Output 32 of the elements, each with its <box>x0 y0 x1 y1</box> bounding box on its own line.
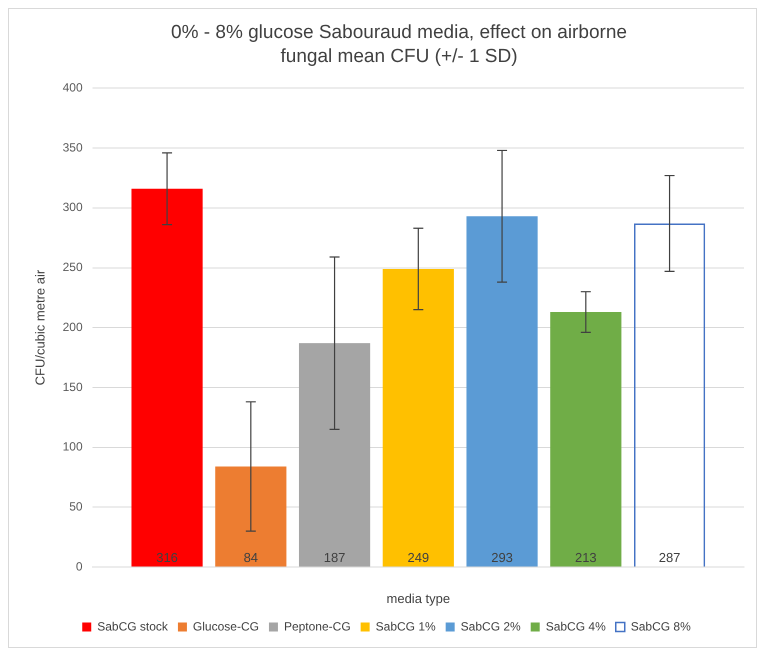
y-tick-label: 350 <box>62 140 83 154</box>
bar <box>382 268 454 566</box>
data-label: 316 <box>156 550 178 566</box>
legend-label: SabCG 4% <box>546 619 606 634</box>
bar <box>550 312 622 566</box>
data-label: 187 <box>324 550 346 566</box>
chart-title: 0% - 8% glucose Sabouraud media, effect on airborne fungal mean CFU (+/- 1 SD) <box>170 21 628 69</box>
y-tick-label: 50 <box>69 499 83 514</box>
bar <box>131 188 203 566</box>
data-label: 213 <box>574 550 597 566</box>
y-tick-label: 300 <box>62 200 83 214</box>
data-label: 287 <box>658 550 680 566</box>
data-label: 293 <box>491 550 513 566</box>
bar <box>298 343 370 566</box>
legend-label: SabCG stock <box>97 619 169 634</box>
y-axis-title: CFU/cubic metre air <box>32 269 48 386</box>
x-axis-title: media type <box>386 590 450 606</box>
y-tick-label: 150 <box>62 380 83 394</box>
legend-label: SabCG 1% <box>376 619 436 634</box>
y-tick-label: 100 <box>62 440 83 454</box>
bar <box>466 216 538 566</box>
bar <box>215 466 286 566</box>
y-tick-label: 400 <box>62 80 83 95</box>
legend-label: Peptone-CG <box>284 619 351 634</box>
y-tick-label: 0 <box>76 559 83 574</box>
data-label: 84 <box>244 550 258 566</box>
legend-label: SabCG 8% <box>630 619 692 634</box>
data-label: 249 <box>407 550 430 566</box>
y-tick-label: 250 <box>62 260 83 274</box>
legend-label: Glucose-CG <box>192 619 259 634</box>
y-tick-label: 200 <box>62 320 83 334</box>
legend-label: SabCG 2% <box>460 619 522 634</box>
